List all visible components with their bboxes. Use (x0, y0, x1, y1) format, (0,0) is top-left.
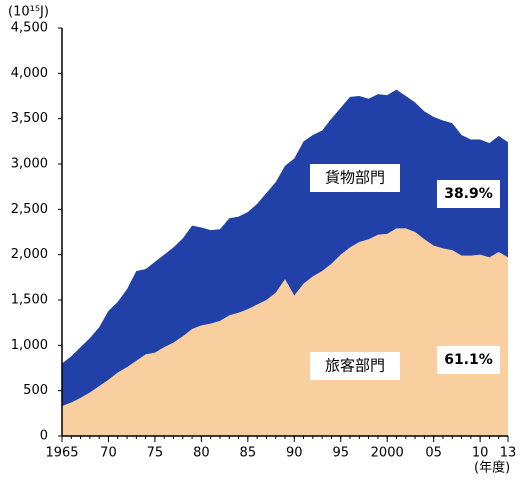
x-tick-label: 70 (100, 446, 117, 461)
series-label: 旅客部門 (325, 357, 385, 375)
x-tick-label: 95 (332, 446, 349, 461)
label-box (310, 352, 400, 380)
x-tick-label: 80 (193, 446, 210, 461)
y-tick-label: 3,000 (11, 157, 48, 172)
y-tick-label: 4,500 (11, 21, 48, 36)
y-tick-label: 0 (40, 429, 48, 444)
y-tick-label: 2,500 (11, 202, 48, 217)
x-tick-label: 90 (286, 446, 303, 461)
x-tick-label: 13 (500, 446, 517, 461)
series-label: 貨物部門 (325, 169, 385, 187)
share-label: 61.1% (444, 352, 493, 368)
y-tick-label: 1,000 (11, 338, 48, 353)
x-tick-label: 1965 (45, 446, 78, 461)
y-unit: (10¹⁵J) (8, 5, 49, 20)
x-unit: (年度) (474, 460, 510, 476)
x-tick-label: 75 (147, 446, 164, 461)
y-tick-label: 1,500 (11, 293, 48, 308)
x-tick-label: 10 (472, 446, 489, 461)
y-tick-label: 3,500 (11, 111, 48, 126)
x-tick-label: 05 (425, 446, 442, 461)
y-tick-label: 2,000 (11, 247, 48, 262)
y-tick-label: 4,000 (11, 66, 48, 81)
share-box (437, 180, 500, 208)
y-tick-label: 500 (23, 383, 48, 398)
label-box (310, 164, 400, 192)
share-label: 38.9% (444, 186, 493, 202)
area (62, 228, 508, 436)
share-box (437, 346, 500, 374)
x-tick-label: 85 (240, 446, 257, 461)
x-tick-label: 2000 (371, 446, 404, 461)
